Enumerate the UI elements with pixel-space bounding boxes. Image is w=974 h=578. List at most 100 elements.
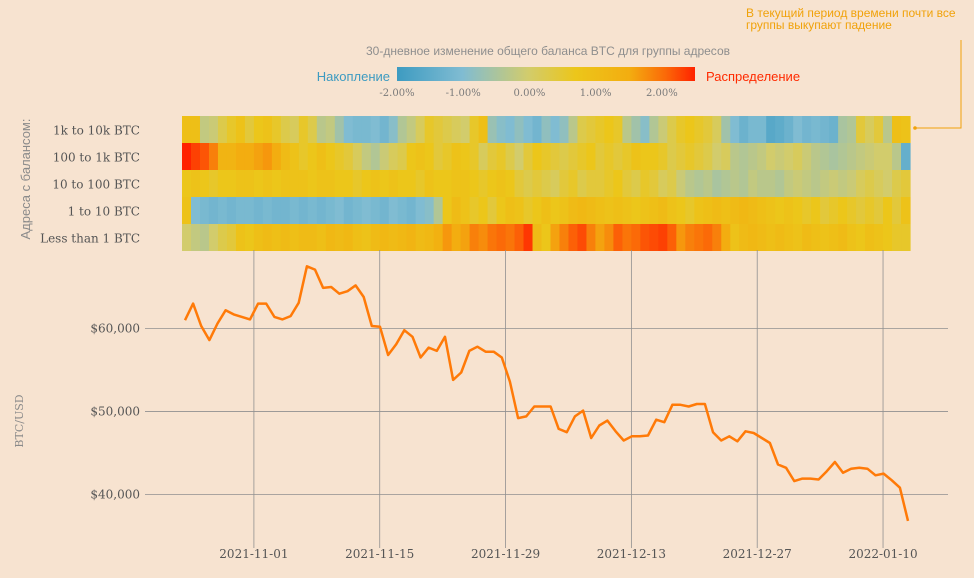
heatmap-cell (343, 143, 354, 170)
heatmap-cell (784, 143, 794, 170)
date-tick-label: 2021-12-13 (597, 547, 666, 561)
heatmap-cell (235, 224, 246, 251)
heatmap-cell (541, 197, 552, 224)
legend-low-label: Накопление (317, 69, 390, 84)
heatmap-cell (325, 170, 336, 197)
heatmap-cell (793, 116, 803, 143)
heatmap-cell (406, 197, 417, 224)
date-tick-label: 2022-01-10 (848, 547, 917, 561)
heatmap-cell (370, 224, 381, 251)
heatmap-cell (541, 224, 552, 251)
heatmap-cell (424, 197, 435, 224)
heatmap-cell (280, 116, 291, 143)
heatmap-cell (316, 197, 327, 224)
heatmap-cell (631, 143, 641, 170)
heatmap-cell (532, 143, 543, 170)
heatmap-cell (316, 224, 327, 251)
heatmap-cell (424, 143, 435, 170)
heatmap-cell (487, 224, 498, 251)
heatmap-cell (820, 116, 830, 143)
heatmap-cell (397, 197, 408, 224)
heatmap-cell (739, 116, 749, 143)
heatmap-cell (856, 116, 866, 143)
heatmap-cell (739, 224, 749, 251)
heatmap-cell (424, 116, 435, 143)
heatmap-cell (199, 116, 210, 143)
legend-tick-label: -2.00% (379, 88, 414, 99)
heatmap-cell (433, 116, 444, 143)
heatmap-cell (568, 116, 579, 143)
heatmap-cell (442, 224, 453, 251)
heatmap-cell (397, 224, 408, 251)
heatmap-cell (244, 143, 255, 170)
heatmap-cell (190, 116, 201, 143)
heatmap-cell (874, 116, 884, 143)
heatmap-cell (262, 116, 273, 143)
heatmap-cell (901, 116, 911, 143)
heatmap-cell (883, 170, 893, 197)
heatmap-cell (208, 170, 219, 197)
heatmap-cell (559, 197, 570, 224)
heatmap-cell (901, 170, 911, 197)
heatmap-cell (532, 116, 543, 143)
heatmap-cell (514, 170, 525, 197)
heatmap-cell (262, 197, 273, 224)
heatmap-cell (442, 170, 453, 197)
heatmap-row-label: 1k to 10k BTC (53, 124, 140, 138)
heatmap-cells (182, 116, 911, 251)
price-grid (145, 250, 948, 548)
heatmap-cell (667, 224, 677, 251)
heatmap-cell (325, 116, 336, 143)
heatmap-cell (334, 116, 345, 143)
heatmap-cell (451, 224, 462, 251)
heatmap-cell (496, 116, 507, 143)
heatmap-cell (631, 224, 641, 251)
heatmap-cell (262, 143, 273, 170)
heatmap-cell (460, 224, 471, 251)
heatmap-cell (199, 224, 210, 251)
heatmap-cell (271, 116, 282, 143)
heatmap-cell (208, 224, 219, 251)
heatmap-cell (775, 116, 785, 143)
heatmap-cell (208, 197, 219, 224)
heatmap-cell (838, 197, 848, 224)
heatmap-cell (262, 170, 273, 197)
heatmap-cell (613, 116, 623, 143)
heatmap-cell (802, 224, 812, 251)
heatmap-cell (469, 170, 480, 197)
heatmap-cell (460, 170, 471, 197)
heatmap-cell (415, 143, 426, 170)
legend-tick-label: 1.00% (580, 88, 612, 99)
heatmap-cell (289, 224, 300, 251)
price-tick-label: $40,000 (90, 487, 140, 501)
heatmap-cell (388, 170, 399, 197)
heatmap-cell (397, 143, 408, 170)
heatmap-cell (811, 197, 821, 224)
heatmap-cell (892, 224, 902, 251)
heatmap-cell (262, 224, 273, 251)
heatmap-cell (793, 170, 803, 197)
heatmap-cell (406, 170, 417, 197)
heatmap-cell (478, 170, 489, 197)
heatmap-cell (352, 143, 363, 170)
heatmap-cell (199, 197, 210, 224)
heatmap-cell (280, 170, 291, 197)
legend-tick-label: -1.00% (446, 88, 481, 99)
heatmap-cell (325, 143, 336, 170)
heatmap-cell (550, 116, 561, 143)
heatmap-cell (811, 224, 821, 251)
heatmap-cell (694, 143, 704, 170)
heatmap-cell (712, 143, 722, 170)
heatmap-cell (874, 197, 884, 224)
heatmap-cell (712, 116, 722, 143)
heatmap-cell (208, 116, 219, 143)
heatmap-cell (901, 197, 911, 224)
heatmap-cell (730, 197, 740, 224)
heatmap-cell (766, 224, 776, 251)
heatmap-cell (568, 143, 579, 170)
heatmap-cell (424, 170, 435, 197)
heatmap-cell (235, 170, 246, 197)
heatmap-cell (604, 224, 615, 251)
heatmap-cell (541, 143, 552, 170)
heatmap-cell (190, 197, 201, 224)
